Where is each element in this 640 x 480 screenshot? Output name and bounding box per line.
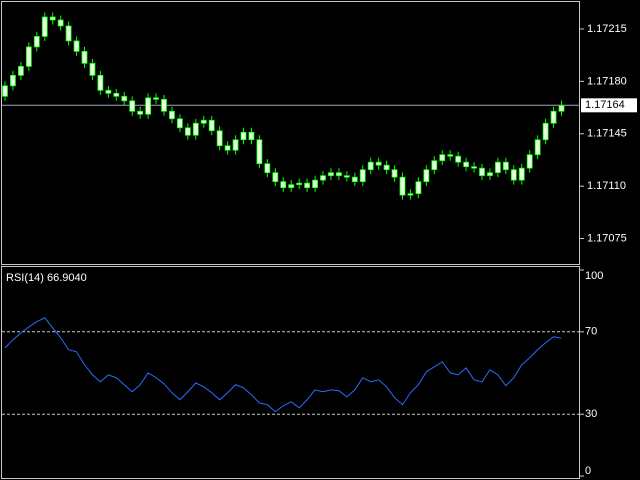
candle-body (415, 181, 422, 195)
candle-body (57, 19, 64, 27)
candle-body (367, 161, 374, 171)
rsi-panel (1, 266, 580, 479)
rsi-line (4, 317, 562, 413)
candle-body (232, 139, 239, 151)
candle-body (105, 89, 112, 94)
candle-body (312, 179, 318, 189)
y-tick-label: 1.17110 (587, 180, 626, 192)
current-price-box (581, 98, 637, 113)
candle-body (65, 25, 72, 42)
candle-body (49, 16, 56, 21)
candle-body (335, 172, 342, 177)
candle-body (113, 92, 120, 97)
candle-body (558, 104, 565, 112)
y-tick-label: 1.17075 (587, 232, 627, 244)
candle-body (304, 182, 311, 189)
candle-body (161, 98, 167, 112)
candle-body (550, 110, 557, 124)
candle-body (169, 110, 175, 120)
candle-body (121, 95, 128, 102)
candle-body (216, 130, 223, 147)
y-tick-label: 100 (585, 270, 603, 282)
candle-body (33, 36, 40, 48)
candle-body (296, 182, 303, 186)
candle-body (518, 167, 525, 181)
candle-body (407, 193, 414, 196)
candle-body (73, 40, 80, 52)
candle-body (487, 172, 493, 177)
candle-body (542, 122, 549, 141)
candle-body (208, 119, 215, 132)
y-tick-label: 30 (585, 408, 597, 420)
candle-body (81, 51, 88, 64)
candle-body (184, 127, 191, 136)
rsi-title: RSI(14) 66.9040 (6, 272, 87, 284)
candle-body (343, 175, 350, 178)
candle-body (502, 161, 509, 171)
current-price-label: 1.17164 (585, 99, 625, 111)
y-tick-label: 1.17215 (587, 23, 627, 35)
candle-body (359, 169, 366, 183)
candle-body (10, 74, 16, 87)
y-tick-label: 0 (585, 465, 591, 477)
candle-body (534, 139, 541, 156)
candle-body (423, 169, 430, 183)
candle-body (280, 181, 287, 189)
candle-body (328, 172, 334, 177)
candle-body (399, 176, 406, 196)
candle-body (383, 164, 390, 171)
candle-body (447, 154, 454, 157)
y-tick-label: 1.17145 (587, 128, 627, 140)
candle-body (145, 97, 152, 115)
candle-body (264, 163, 271, 174)
candle-body (471, 166, 477, 169)
candle-body (129, 100, 136, 112)
candle-body (192, 122, 199, 136)
candle-body (391, 169, 398, 178)
candle-body (510, 169, 517, 181)
y-tick-label: 1.17180 (587, 75, 627, 87)
candle-body (375, 161, 382, 166)
candle-body (272, 172, 279, 183)
y-tick-label: 70 (585, 326, 597, 338)
candle-body (479, 167, 485, 177)
candle-body (463, 161, 470, 168)
candle-body (137, 110, 144, 115)
candle-body (439, 154, 446, 162)
candle-body (176, 118, 183, 129)
candle-body (248, 131, 255, 141)
price-panel (1, 1, 580, 265)
candle-body (240, 131, 247, 141)
candle-body (351, 176, 358, 183)
candle-body (455, 155, 462, 163)
candle-body (17, 65, 24, 76)
candle-body (288, 184, 295, 189)
candle-body (431, 160, 438, 171)
candle-body (2, 85, 8, 97)
candle-body (256, 139, 263, 165)
candle-body (320, 175, 326, 181)
candle-body (153, 97, 159, 100)
candle-body (25, 46, 32, 67)
candle-body (97, 74, 104, 91)
candle-body (494, 161, 501, 174)
candle-body (41, 16, 48, 37)
candle-body (200, 119, 207, 124)
candle-body (526, 154, 533, 169)
candle-body (224, 145, 231, 151)
candle-body (89, 62, 96, 76)
